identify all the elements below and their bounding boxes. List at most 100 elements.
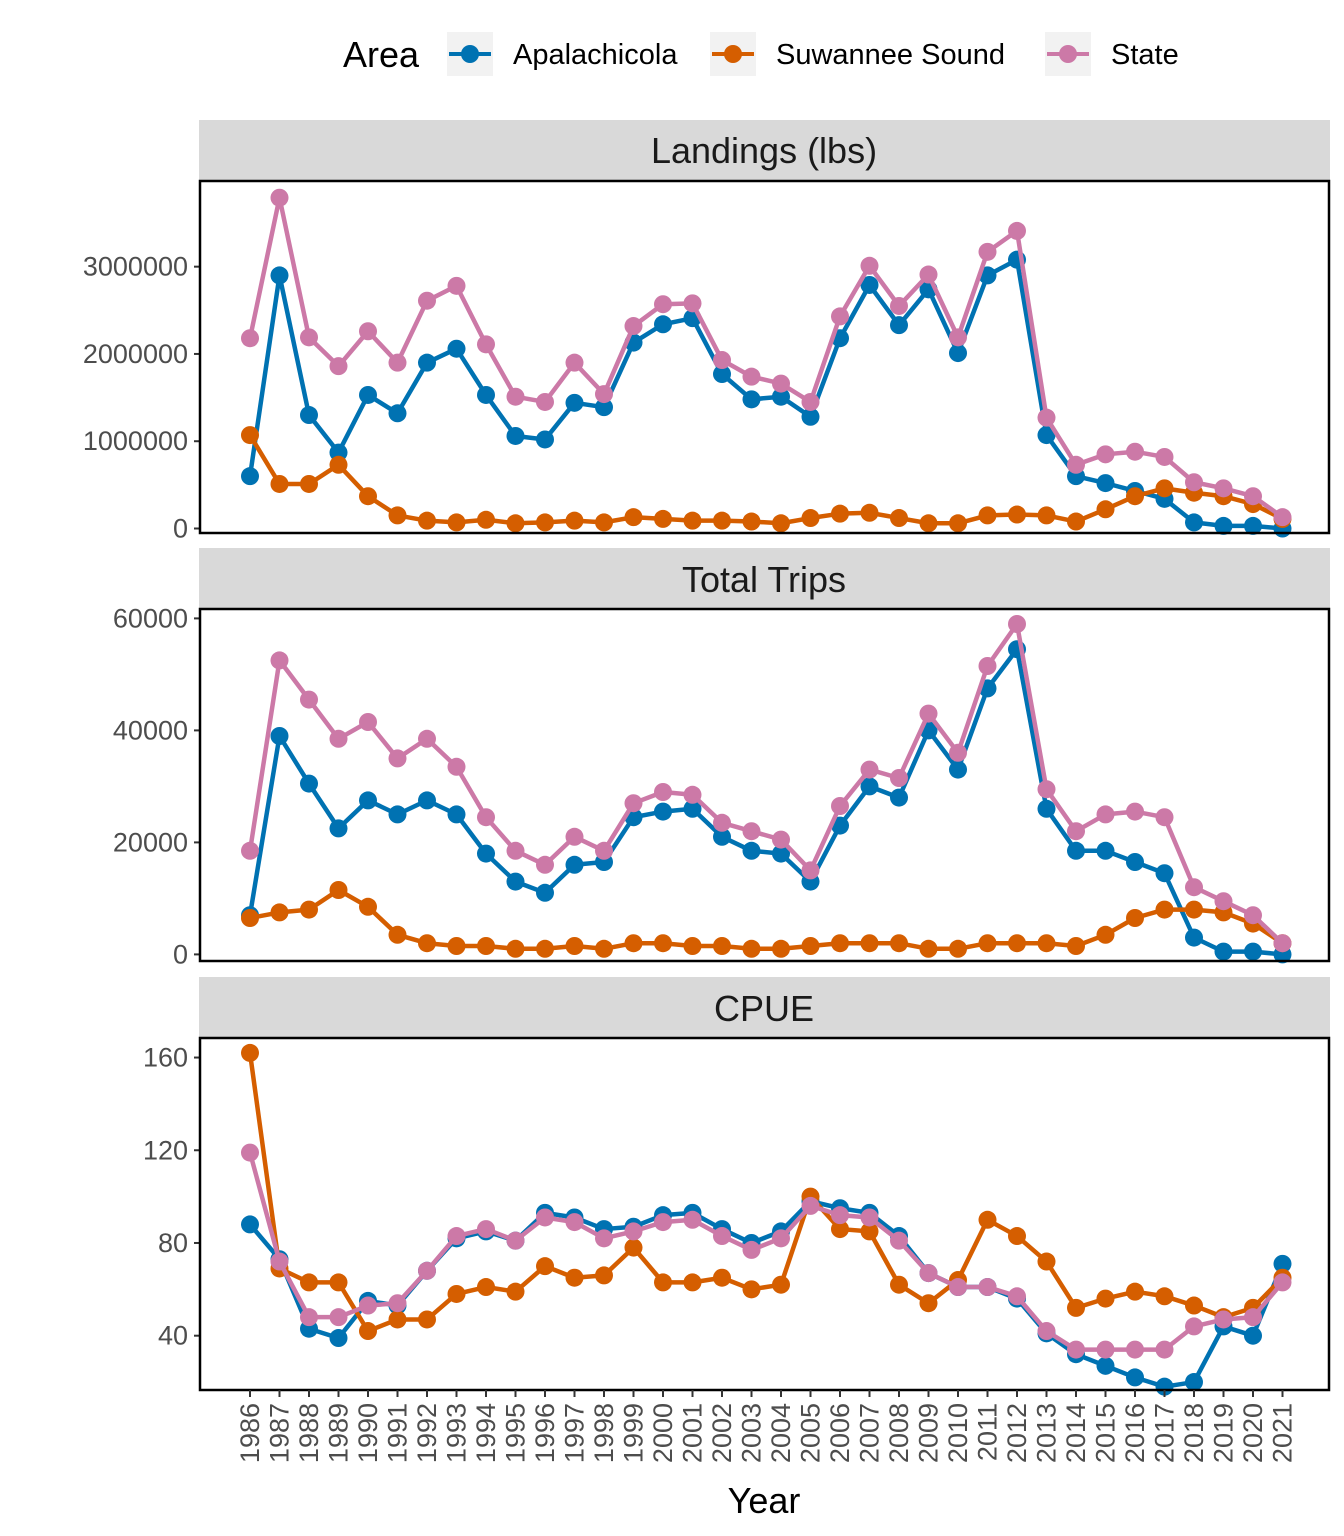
- data-point-suwannee-sound-cpue-2007: [860, 1222, 879, 1241]
- data-point-state-cpue-2017: [1155, 1340, 1174, 1359]
- data-point-suwannee-sound-cpue-1994: [477, 1278, 495, 1297]
- legend-marker-state: [1059, 45, 1077, 63]
- y-tick-label-landings: 0: [173, 514, 188, 544]
- x-tick-label-2020: 2020: [1238, 1403, 1268, 1463]
- data-point-state-cpue-1994: [477, 1220, 495, 1239]
- data-point-state-total-trips-1989: [329, 729, 348, 748]
- data-point-suwannee-sound-landings-1986: [241, 426, 259, 445]
- data-point-state-landings-2020: [1244, 487, 1262, 506]
- data-point-state-cpue-2004: [772, 1229, 790, 1248]
- data-point-suwannee-sound-total-trips-1991: [388, 925, 407, 944]
- y-tick-label-cpue: 160: [143, 1043, 188, 1073]
- data-point-apalachicola-landings-1996: [536, 430, 554, 449]
- x-tick-label-1994: 1994: [471, 1403, 501, 1463]
- x-axis: 1986 1987 1988 1989 1990 1991 1992 1993 1994 1995…: [235, 1390, 1298, 1463]
- data-point-state-cpue-2003: [742, 1240, 761, 1259]
- data-point-state-cpue-2013: [1037, 1322, 1056, 1341]
- data-point-state-total-trips-2012: [1008, 615, 1026, 633]
- data-point-state-total-trips-1999: [624, 794, 643, 813]
- data-point-state-total-trips-2005: [801, 861, 820, 880]
- data-point-suwannee-sound-landings-2011: [978, 506, 997, 525]
- data-point-apalachicola-total-trips-1992: [418, 791, 436, 810]
- data-point-state-landings-2008: [890, 296, 908, 315]
- data-point-suwannee-sound-landings-2004: [772, 514, 790, 533]
- data-point-apalachicola-total-trips-2016: [1126, 853, 1144, 871]
- data-point-apalachicola-landings-2008: [890, 316, 908, 335]
- data-point-suwannee-sound-total-trips-1998: [595, 939, 613, 958]
- data-point-state-cpue-1998: [595, 1229, 613, 1248]
- data-point-apalachicola-landings-1988: [300, 406, 318, 425]
- x-tick-label-2015: 2015: [1091, 1403, 1121, 1463]
- data-point-state-landings-1998: [595, 385, 613, 404]
- x-tick-label-2014: 2014: [1061, 1403, 1091, 1463]
- data-point-suwannee-sound-landings-2016: [1126, 487, 1144, 506]
- data-point-state-total-trips-2016: [1126, 802, 1144, 821]
- legend-label-apalachicola: Apalachicola: [513, 39, 678, 71]
- data-point-suwannee-sound-total-trips-1986: [241, 909, 259, 927]
- data-point-suwannee-sound-landings-1988: [300, 474, 318, 493]
- data-point-suwannee-sound-cpue-2013: [1037, 1252, 1056, 1271]
- data-point-state-landings-1991: [388, 353, 407, 372]
- data-point-apalachicola-landings-1995: [506, 426, 525, 445]
- data-point-state-cpue-1997: [565, 1213, 584, 1232]
- x-tick-label-2004: 2004: [766, 1403, 796, 1463]
- y-tick-label-total-trips: 60000: [113, 603, 188, 633]
- data-point-state-cpue-1989: [329, 1308, 348, 1327]
- x-tick-label-2013: 2013: [1032, 1403, 1062, 1463]
- panel-strip-total-trips: Total Trips: [199, 548, 1330, 609]
- x-tick-label-1998: 1998: [589, 1403, 619, 1463]
- x-tick-label-1993: 1993: [442, 1403, 472, 1463]
- data-point-state-cpue-1993: [447, 1227, 466, 1246]
- x-tick-label-1988: 1988: [294, 1403, 324, 1463]
- data-point-suwannee-sound-total-trips-2013: [1037, 934, 1056, 953]
- data-point-apalachicola-landings-2013: [1037, 426, 1056, 445]
- panel-title-total-trips: Total Trips: [682, 559, 846, 600]
- data-point-state-total-trips-2014: [1067, 822, 1085, 841]
- data-point-suwannee-sound-cpue-1989: [329, 1273, 348, 1292]
- data-point-apalachicola-total-trips-2015: [1096, 841, 1115, 860]
- x-tick-label-2005: 2005: [796, 1403, 826, 1463]
- legend-item-suwannee-sound: Suwannee Sound: [710, 32, 1005, 76]
- legend-item-apalachicola: Apalachicola: [447, 32, 678, 76]
- data-point-suwannee-sound-landings-2001: [683, 511, 702, 530]
- data-point-state-landings-2001: [683, 294, 702, 313]
- data-point-state-total-trips-2001: [683, 785, 702, 804]
- data-point-state-cpue-2005: [801, 1196, 820, 1215]
- data-point-suwannee-sound-cpue-1999: [624, 1238, 643, 1257]
- data-point-state-total-trips-2011: [978, 657, 997, 675]
- data-point-apalachicola-total-trips-2019: [1214, 942, 1233, 961]
- x-tick-label-2011: 2011: [973, 1403, 1003, 1461]
- data-point-state-total-trips-2013: [1037, 780, 1056, 799]
- data-point-suwannee-sound-cpue-2014: [1067, 1298, 1085, 1317]
- data-point-apalachicola-landings-1993: [447, 339, 466, 358]
- data-point-state-landings-2013: [1037, 408, 1056, 427]
- data-point-suwannee-sound-landings-2017: [1155, 479, 1174, 498]
- data-point-suwannee-sound-landings-2012: [1008, 505, 1026, 524]
- data-point-suwannee-sound-landings-2013: [1037, 506, 1056, 525]
- plot-area-landings: [201, 182, 1328, 532]
- data-point-apalachicola-total-trips-1994: [477, 844, 495, 863]
- data-point-suwannee-sound-landings-1990: [359, 487, 377, 506]
- data-point-state-landings-2006: [831, 307, 849, 326]
- legend-label-state: State: [1111, 39, 1179, 71]
- data-point-state-total-trips-1995: [506, 841, 525, 860]
- data-point-suwannee-sound-landings-1995: [506, 514, 525, 533]
- data-point-state-cpue-1992: [418, 1261, 436, 1280]
- data-point-suwannee-sound-landings-2007: [860, 503, 879, 522]
- x-tick-label-1987: 1987: [265, 1403, 295, 1463]
- panel-strip-cpue: CPUE: [199, 977, 1330, 1038]
- data-point-state-landings-2012: [1008, 221, 1026, 240]
- data-point-suwannee-sound-landings-1989: [329, 455, 348, 474]
- data-point-state-landings-2009: [919, 265, 938, 284]
- data-point-state-total-trips-2018: [1185, 878, 1203, 897]
- data-point-suwannee-sound-total-trips-2003: [742, 939, 761, 958]
- strip-background-landings: [199, 120, 1330, 181]
- data-point-state-cpue-2011: [978, 1278, 997, 1297]
- strip-background-total-trips: [199, 548, 1330, 609]
- data-point-apalachicola-total-trips-2008: [890, 788, 908, 807]
- data-point-apalachicola-total-trips-2002: [713, 827, 731, 846]
- data-point-apalachicola-landings-1997: [565, 393, 584, 412]
- data-point-apalachicola-total-trips-2001: [683, 799, 702, 818]
- data-point-state-landings-1994: [477, 335, 495, 354]
- data-point-apalachicola-landings-2004: [772, 387, 790, 406]
